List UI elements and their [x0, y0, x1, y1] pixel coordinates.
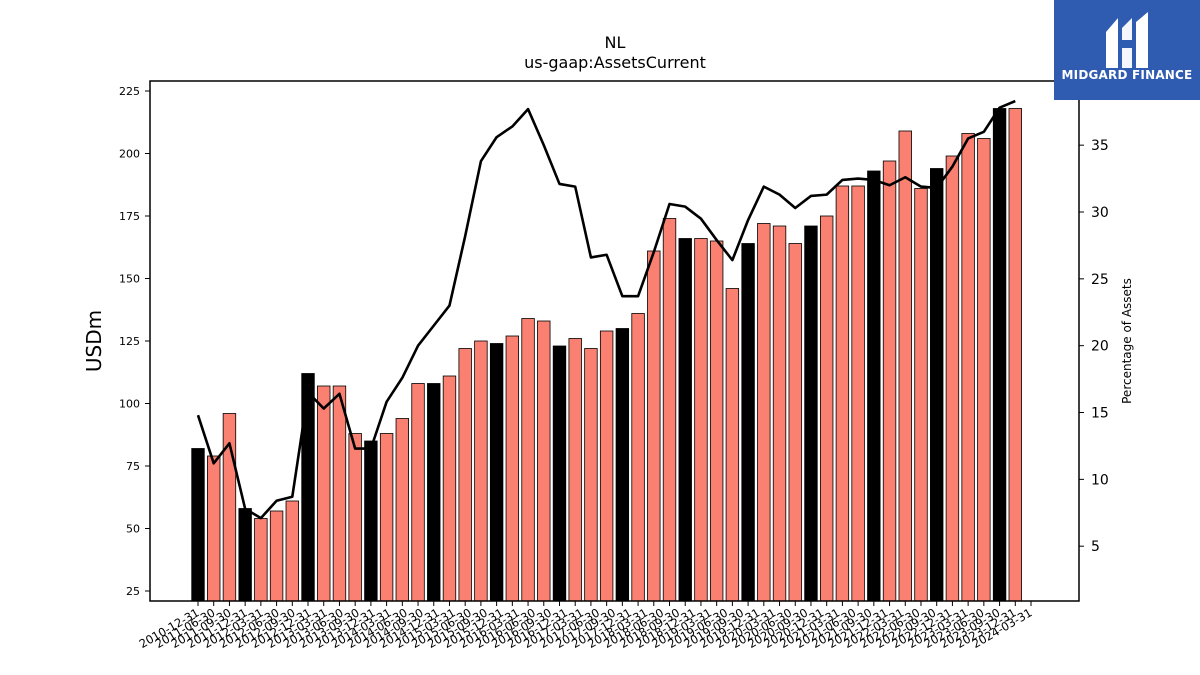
bar-2022-09-30 — [930, 168, 944, 602]
y-axis-right: 5 10 15 20 25 30 35 — [1079, 138, 1109, 555]
y2-tick-label: 30 — [1091, 205, 1109, 221]
y-tick-label: 25 — [126, 585, 140, 598]
y-tick-label: 100 — [119, 398, 140, 411]
brand-name: MIDGARD FINANCE — [1061, 68, 1193, 82]
y-tick-label: 225 — [119, 85, 140, 98]
chart-subtitle: us-gaap:AssetsCurrent — [524, 53, 706, 72]
bar-2023-09-30 — [992, 108, 1007, 602]
bar-2012-09-30 — [301, 373, 315, 602]
bar-2023-03-31 — [961, 133, 975, 602]
brand-logo: MIDGARD FINANCE — [1054, 0, 1200, 100]
bar-2011-03-31 — [207, 455, 221, 602]
bar-2021-03-31 — [835, 185, 850, 602]
bar-2013-09-30 — [364, 440, 378, 602]
bar-2018-06-30 — [662, 218, 677, 602]
y2-tick-label: 20 — [1091, 339, 1109, 355]
bar-2018-09-30 — [678, 238, 692, 602]
bar-2011-12-31 — [254, 518, 268, 602]
x-axis: 2010-12-312011-06-302011-09-302011-12-31… — [137, 601, 1035, 651]
bar-2015-03-31 — [458, 348, 472, 602]
bar-2018-12-31 — [694, 238, 708, 602]
bar-2015-06-30 — [474, 340, 488, 602]
bar-2021-06-30 — [851, 185, 865, 602]
midgard-logo-icon — [1106, 12, 1148, 68]
bar-2019-09-30 — [741, 243, 755, 602]
y-tick-label: 75 — [126, 460, 140, 473]
bar-2010-12-31 — [191, 448, 205, 602]
bar-2012-06-30 — [285, 500, 299, 602]
bar-2014-09-30 — [427, 383, 441, 602]
bar-2015-09-30 — [489, 343, 504, 602]
bar-2013-06-30 — [348, 433, 362, 602]
bar-2022-12-31 — [945, 155, 960, 602]
y-tick-label: 125 — [119, 335, 140, 348]
bar-2020-12-31 — [819, 215, 834, 602]
y-axis-left: 25 50 75 100 125 150 175 200 225 — [119, 85, 150, 598]
bar-2022-03-31 — [898, 130, 912, 602]
bar-2014-12-31 — [442, 375, 457, 602]
bar-2015-12-31 — [505, 335, 520, 602]
y-axis-label: USDm — [82, 310, 106, 372]
bar-2019-06-30 — [725, 288, 740, 602]
y-tick-label: 175 — [119, 210, 140, 223]
bar-2021-12-31 — [882, 160, 897, 602]
bar-2016-09-30 — [552, 345, 567, 602]
bar-2021-09-30 — [867, 170, 881, 602]
bar-2017-09-30 — [615, 328, 630, 602]
y2-axis-label: Percentage of Assets — [1120, 278, 1134, 404]
bar-2013-12-31 — [379, 433, 394, 602]
bar-2020-09-30 — [804, 225, 818, 602]
y2-tick-label: 35 — [1091, 138, 1109, 154]
bar-2014-03-31 — [395, 418, 410, 602]
bar-2017-03-31 — [584, 348, 598, 602]
bar-2012-12-31 — [317, 385, 331, 602]
bar-2016-06-30 — [537, 320, 551, 602]
y2-tick-label: 15 — [1091, 406, 1109, 422]
y-tick-label: 150 — [119, 273, 140, 286]
bar-2022-06-30 — [914, 188, 928, 602]
bar-2014-06-30 — [411, 383, 425, 602]
bar-2016-03-31 — [521, 318, 535, 602]
bar-2013-03-31 — [332, 385, 347, 602]
bar-2016-12-31 — [568, 338, 582, 602]
bar-2020-06-30 — [788, 243, 802, 602]
bar-2017-12-31 — [631, 313, 645, 602]
y2-tick-label: 10 — [1091, 472, 1109, 488]
chart-title: NL — [605, 33, 626, 52]
bar-2020-03-31 — [772, 225, 787, 602]
bar-2018-03-31 — [647, 250, 661, 602]
bar-2023-12-31 — [1008, 108, 1022, 602]
y2-tick-label: 5 — [1091, 539, 1100, 555]
bar-2011-09-30 — [238, 508, 252, 602]
bar-2012-03-31 — [269, 510, 284, 602]
bar-2023-06-30 — [977, 138, 991, 602]
y-tick-label: 50 — [126, 523, 140, 536]
bar-2019-12-31 — [757, 223, 771, 602]
y-tick-label: 200 — [119, 148, 140, 161]
line-group — [196, 99, 1016, 520]
percentage-line — [196, 99, 1016, 520]
bar-2019-03-31 — [709, 240, 724, 602]
bar-2017-06-30 — [599, 330, 614, 602]
bar-2011-06-30 — [222, 413, 237, 602]
y2-tick-label: 25 — [1091, 272, 1109, 288]
